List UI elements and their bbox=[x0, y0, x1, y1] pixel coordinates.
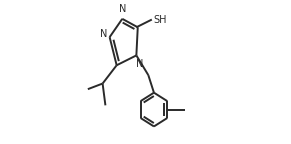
Text: SH: SH bbox=[153, 15, 167, 24]
Text: N: N bbox=[119, 4, 126, 14]
Text: N: N bbox=[136, 59, 144, 69]
Text: N: N bbox=[100, 29, 108, 39]
